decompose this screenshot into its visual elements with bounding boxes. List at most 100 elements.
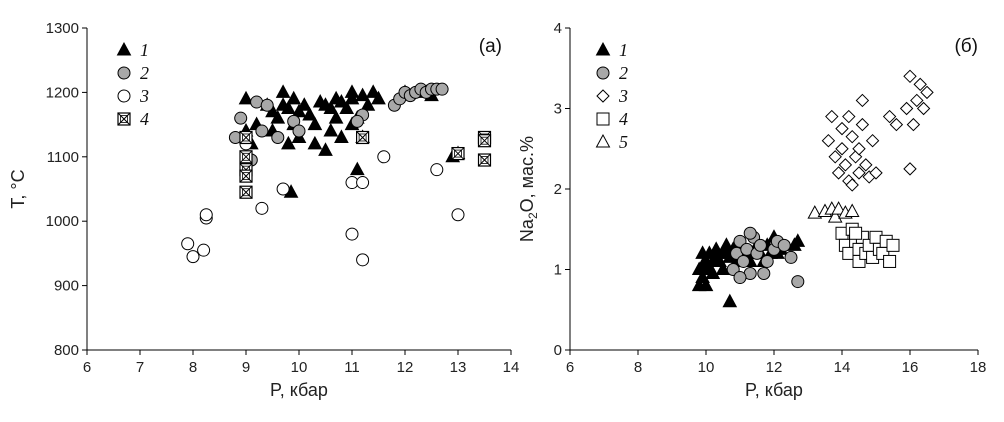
data-point — [913, 77, 927, 92]
data-point — [757, 267, 771, 281]
series-4 — [239, 130, 492, 199]
x-tick-label: 12 — [766, 359, 783, 376]
data-point — [760, 254, 774, 268]
data-point — [302, 106, 317, 121]
data-point — [360, 97, 376, 111]
data-point — [903, 69, 917, 84]
data-point — [371, 90, 386, 105]
legend-label-1: 1 — [619, 40, 628, 60]
data-point — [318, 142, 333, 156]
x-axis-label: P, кбар — [270, 380, 328, 400]
data-point — [328, 110, 344, 124]
x-tick-label: 14 — [503, 359, 520, 376]
series-4 — [835, 222, 900, 268]
data-point — [827, 209, 843, 223]
data-point — [835, 121, 849, 136]
data-point — [323, 122, 339, 137]
y-tick-label: 4 — [554, 20, 562, 37]
legend-marker-2 — [596, 66, 610, 80]
data-point — [807, 205, 823, 219]
legend: 1 2 3 4 — [116, 40, 149, 129]
data-point — [852, 166, 866, 180]
y-axis-label: T, °C — [8, 169, 28, 208]
data-point — [281, 100, 296, 114]
data-point — [339, 100, 355, 114]
series-5 — [807, 201, 860, 223]
x-tick-label: 9 — [242, 359, 250, 376]
data-point — [377, 150, 391, 164]
legend-marker-3 — [117, 89, 131, 103]
y-tick-label: 900 — [54, 278, 79, 295]
data-point — [271, 130, 285, 144]
data-point — [451, 146, 465, 161]
legend-marker-4 — [596, 112, 610, 126]
data-point — [695, 257, 710, 271]
data-point — [865, 133, 880, 148]
data-point — [234, 111, 248, 125]
data-point — [334, 94, 349, 108]
y-tick-label: 1300 — [46, 20, 79, 37]
data-point — [356, 253, 370, 267]
data-point — [821, 133, 836, 148]
data-point — [477, 153, 492, 167]
legend-label-2: 2 — [140, 63, 149, 83]
data-point — [239, 130, 253, 145]
data-point — [260, 98, 274, 112]
x-tick-label: 11 — [344, 359, 360, 376]
legend-label-4: 4 — [619, 109, 628, 129]
data-point — [835, 142, 849, 156]
data-point — [292, 124, 306, 138]
data-point — [882, 109, 897, 124]
data-point — [889, 117, 904, 132]
data-point — [705, 265, 721, 280]
data-point — [365, 84, 381, 98]
data-point — [708, 241, 724, 255]
y-axis-label: Na2O, мас.% — [517, 136, 540, 242]
data-point — [784, 250, 798, 264]
x-tick-label: 6 — [83, 359, 91, 376]
legend-marker-4 — [117, 112, 131, 126]
data-point — [883, 254, 897, 268]
data-point — [831, 201, 846, 215]
x-tick-label: 7 — [136, 359, 144, 376]
data-point — [831, 166, 846, 180]
y-tick-label: 1200 — [46, 84, 79, 101]
data-point — [906, 117, 921, 132]
data-point — [828, 150, 842, 164]
data-point — [855, 117, 870, 132]
series-3 — [821, 69, 934, 192]
data-point — [743, 226, 757, 240]
x-tick-label: 8 — [189, 359, 197, 376]
data-point — [270, 110, 286, 124]
data-point — [281, 135, 296, 150]
x-tick-label: 10 — [291, 359, 308, 376]
data-point — [477, 134, 492, 148]
data-point — [307, 135, 323, 150]
data-point — [296, 97, 312, 111]
data-point — [307, 116, 323, 131]
x-axis-label: P, кбар — [745, 380, 803, 400]
panel-label: (б) — [954, 36, 978, 57]
data-point — [698, 277, 714, 292]
data-point — [255, 201, 269, 215]
data-point — [334, 129, 349, 143]
legend-label-5: 5 — [619, 132, 628, 152]
data-point — [239, 185, 253, 199]
data-point — [430, 163, 444, 177]
legend-label-3: 3 — [618, 86, 628, 106]
y-tick-label: 1100 — [47, 149, 79, 166]
data-point — [186, 250, 200, 264]
legend-marker-1 — [116, 41, 132, 56]
data-point — [181, 237, 195, 251]
data-point — [869, 166, 883, 180]
data-point — [733, 271, 747, 285]
data-point — [350, 114, 364, 128]
data-point — [849, 226, 863, 240]
y-axis-label-rest: O, мас.% — [517, 136, 537, 212]
legend-marker-1 — [595, 41, 611, 56]
data-point — [275, 84, 291, 98]
legend-marker-2 — [117, 66, 131, 80]
data-point — [323, 100, 339, 114]
data-point — [777, 238, 791, 252]
